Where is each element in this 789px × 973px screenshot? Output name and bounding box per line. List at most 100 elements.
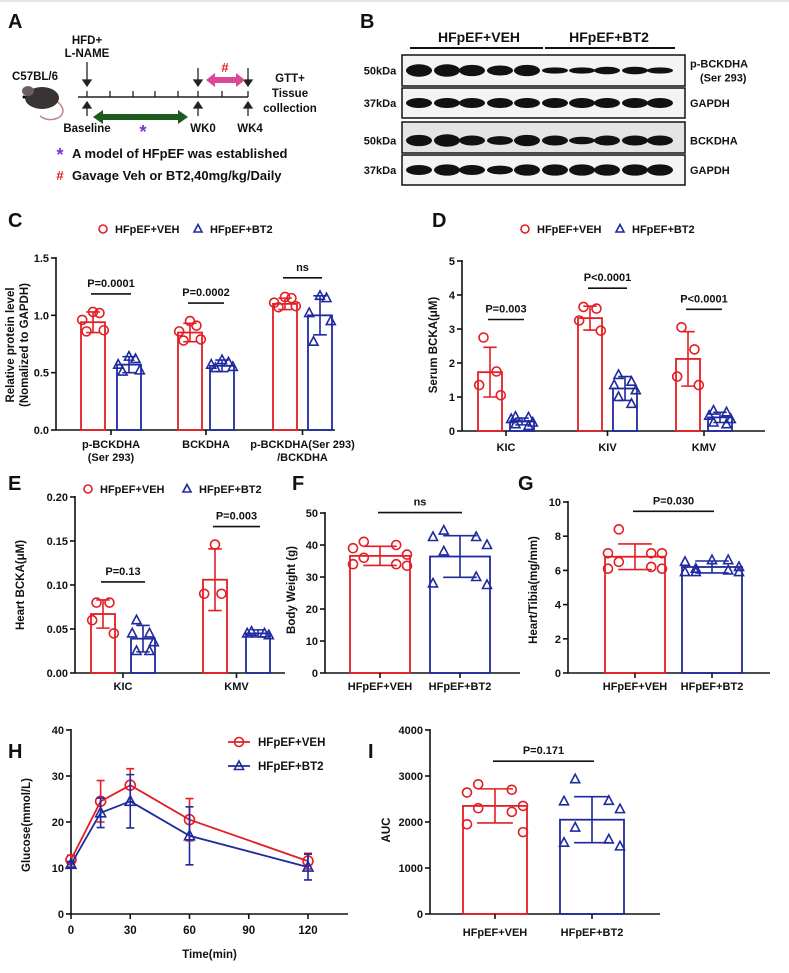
blot-band	[542, 98, 568, 108]
legend-hash-text: Gavage Veh or BT2,40mg/kg/Daily	[72, 168, 282, 183]
data-point	[602, 794, 615, 806]
y-axis-label: Relative protein level	[5, 287, 17, 402]
y-tick-label: 3	[449, 324, 455, 336]
data-point	[390, 539, 402, 551]
blot-band	[514, 164, 540, 176]
chart-panel-f: F 0 10 20 30 40 50 Body Weight (g) HFpEF+VEH HFpE…	[286, 473, 520, 693]
blot-band	[542, 67, 568, 74]
data-point	[173, 326, 185, 337]
y-tick-label: 0.00	[47, 668, 68, 680]
data-point	[347, 558, 359, 570]
data-point	[143, 626, 156, 638]
data-point	[569, 820, 582, 832]
x-axis-label: Time(min)	[182, 949, 237, 961]
legend-marker-veh	[520, 224, 530, 234]
blot-band	[594, 98, 620, 108]
data-point	[671, 371, 683, 382]
y-tick-label: 30	[52, 771, 64, 783]
data-point	[123, 794, 137, 807]
panels-a-b: A C57BL/6 HFD+ L-NAME #	[0, 0, 789, 186]
blot-protein-label: p-BCKDHA	[690, 59, 748, 71]
data-point	[689, 561, 702, 573]
blot-band	[487, 65, 513, 76]
x-tick-label: p-BCKDHA(Ser 293)	[250, 439, 355, 451]
panel-label-e: E	[8, 473, 21, 495]
legend-marker-bt2	[192, 222, 204, 233]
blot-band	[406, 98, 432, 108]
p-value-label: P<0.0001	[584, 272, 631, 284]
data-point	[679, 555, 691, 567]
y-axis-label: (Nomalized to GAPDH)	[19, 283, 31, 407]
blot-group-bt2: HFpEF+BT2	[569, 29, 649, 45]
blot-band	[434, 164, 460, 176]
bar	[349, 554, 411, 674]
data-point	[390, 558, 402, 570]
chart-panel-g: G 0 2 4 6 8 10 Heart/Tibia(mg/mm) HFpEF+VEH HFpEF…	[518, 473, 770, 693]
data-point	[505, 412, 518, 424]
blot-protein-label: BCKDHA	[690, 136, 738, 148]
legend-marker	[233, 736, 245, 748]
blot-band	[569, 136, 595, 145]
chart-panel-e: E 0.00 0.05 0.10 0.15 0.20 Heart BCKA(μM) HFpEF…	[8, 473, 285, 693]
bar-veh	[473, 332, 507, 432]
data-point	[108, 628, 120, 639]
data-point	[126, 626, 139, 638]
data-point	[602, 832, 615, 844]
bar	[681, 566, 743, 674]
y-tick-label: 0	[58, 909, 64, 921]
y-tick-label: 1000	[399, 863, 423, 875]
data-point	[427, 530, 439, 542]
blot-band	[514, 64, 540, 77]
bar-veh	[573, 301, 607, 432]
blot-group-veh: HFpEF+VEH	[438, 29, 520, 45]
end-label-line3: collection	[263, 103, 317, 115]
panel-label-i: I	[368, 741, 374, 763]
blot-band	[434, 134, 460, 147]
data-point	[286, 292, 297, 304]
legend-label: HFpEF+VEH	[537, 224, 602, 236]
pink-double-arrow	[206, 73, 245, 87]
data-point	[722, 553, 735, 565]
data-point	[706, 553, 718, 565]
data-point	[216, 353, 228, 365]
y-tick-label: 50	[306, 508, 318, 520]
bar-veh	[602, 524, 668, 674]
data-point	[625, 397, 638, 409]
y-axis-label: Body Weight (g)	[286, 546, 298, 634]
error-bar	[185, 806, 194, 866]
panel-label-c: C	[8, 210, 22, 232]
x-tick-label: KIC	[114, 681, 133, 693]
x-tick-label: KIV	[598, 442, 617, 454]
data-point	[569, 772, 582, 784]
data-point	[94, 805, 107, 818]
blot-band	[434, 64, 460, 77]
blot-band	[406, 134, 432, 147]
timeline-diagram: C57BL/6 HFD+ L-NAME # * Baseline WK0 WK4…	[12, 35, 317, 183]
data-point	[427, 576, 439, 588]
data-point	[81, 326, 92, 337]
y-tick-label: 0.0	[34, 425, 49, 437]
blot-band	[514, 98, 540, 108]
bar-bt2	[703, 403, 737, 432]
blot-band	[459, 135, 485, 146]
legend-label: HFpEF+BT2	[632, 224, 695, 236]
blot-band	[647, 164, 673, 176]
mouse-icon	[22, 86, 64, 121]
data-point	[602, 547, 614, 559]
bar-veh	[347, 536, 413, 674]
data-point	[481, 578, 493, 590]
data-point	[183, 828, 196, 841]
legend-marker	[233, 759, 245, 771]
data-point	[116, 364, 129, 376]
bar-bt2	[112, 349, 146, 431]
blot-kda-label: 37kDa	[364, 98, 397, 110]
data-point	[130, 644, 143, 656]
x-tick-label: HFpEF+BT2	[429, 681, 492, 693]
data-point	[76, 314, 88, 326]
legend-marker-veh	[83, 484, 93, 494]
data-point	[320, 291, 333, 303]
data-point	[595, 325, 607, 337]
blot-band	[514, 134, 540, 147]
diet-label-line1: HFD+	[72, 35, 103, 47]
